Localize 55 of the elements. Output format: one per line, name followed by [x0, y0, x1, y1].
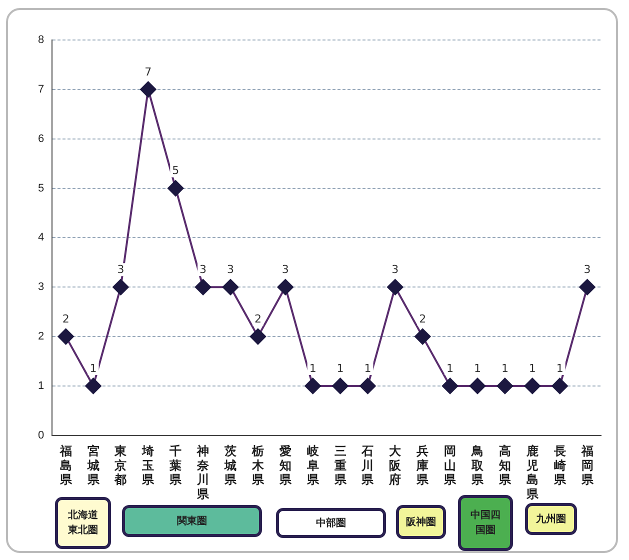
- y-tick-label: 6: [38, 132, 44, 145]
- x-tick-label: 高知県: [498, 444, 512, 487]
- data-label: 1: [90, 362, 97, 375]
- data-label: 1: [474, 362, 481, 375]
- x-tick-label: 神奈川県: [196, 444, 210, 502]
- data-label: 1: [309, 362, 316, 375]
- data-label: 1: [528, 362, 536, 375]
- text: 関東圏: [177, 514, 207, 528]
- data-label: 1: [556, 362, 564, 375]
- data-label: 7: [144, 65, 152, 78]
- data-label: 1: [446, 362, 454, 375]
- x-tick-label: 茨城県: [224, 444, 238, 487]
- text: 九州圏: [536, 512, 566, 526]
- data-label: 3: [200, 262, 207, 276]
- x-tick-label: 鳥取県: [470, 444, 484, 487]
- y-tick-label: 2: [38, 330, 44, 343]
- x-tick-label: 福岡県: [580, 444, 594, 487]
- x-tick-label: 兵庫県: [416, 444, 430, 487]
- data-label: 3: [117, 262, 124, 276]
- y-tick-label: 4: [38, 232, 44, 244]
- x-tick-label: 鹿児島県: [525, 444, 540, 502]
- data-label: 2: [419, 312, 426, 326]
- x-tick-label: 大阪府: [388, 444, 402, 487]
- data-label: 5: [172, 164, 180, 178]
- data-label: 1: [501, 362, 508, 375]
- y-tick-label: 5: [38, 182, 44, 194]
- x-tick-label: 千葉県: [168, 444, 183, 487]
- data-label: 3: [282, 262, 289, 276]
- y-tick-label: 8: [38, 34, 44, 46]
- x-tick-label: 埼玉県: [141, 444, 156, 487]
- y-tick-label: 7: [38, 83, 44, 96]
- x-tick-label: 栃木県: [250, 444, 265, 487]
- y-tick-label: 3: [38, 281, 44, 294]
- text: 北海道東北圏: [68, 508, 98, 538]
- data-label: 1: [336, 362, 344, 375]
- x-tick-label: 岡山県: [443, 444, 458, 487]
- x-tick-label: 宮城県: [86, 444, 100, 487]
- x-tick-label: 愛知県: [278, 444, 292, 487]
- data-label: 3: [227, 262, 234, 276]
- text: 中部圏: [316, 516, 346, 530]
- text: 阪神圏: [406, 516, 436, 530]
- x-tick-label: 岐阜県: [306, 444, 320, 487]
- data-label: 3: [584, 262, 591, 276]
- x-tick-label: 福島県: [58, 444, 73, 487]
- x-tick-label: 長崎県: [552, 444, 567, 487]
- data-label: 2: [254, 312, 262, 326]
- text: 中国四国圏: [470, 508, 501, 538]
- x-tick-label: 石川県: [360, 444, 375, 487]
- data-label: 3: [392, 262, 399, 276]
- x-tick-label: 東京都: [114, 444, 128, 487]
- data-label: 2: [62, 312, 70, 326]
- y-tick-label: 1: [38, 380, 44, 392]
- data-label: 1: [364, 362, 372, 375]
- x-tick-label: 三重県: [333, 444, 348, 487]
- y-tick-label: 0: [38, 429, 44, 442]
